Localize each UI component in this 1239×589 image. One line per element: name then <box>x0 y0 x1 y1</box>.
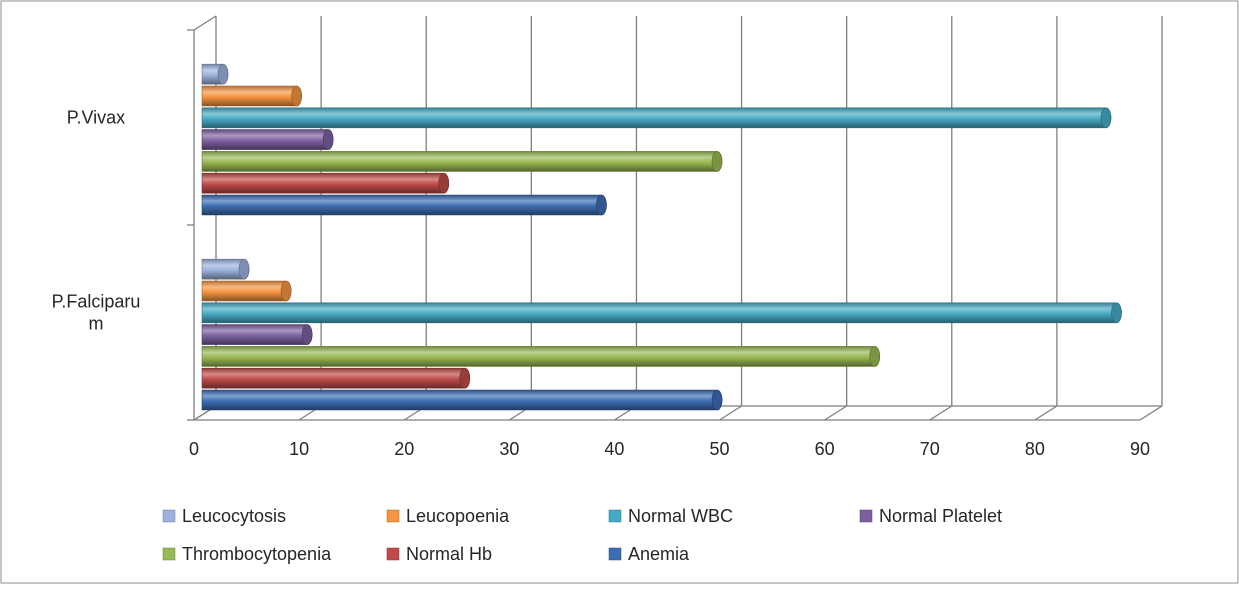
gridline-floor-connector <box>1034 405 1058 421</box>
x-tick-label: 60 <box>815 439 835 459</box>
legend-swatch <box>386 547 400 561</box>
legend-item-leucopoenia: Leucopoenia <box>386 506 510 526</box>
gridline-floor-connector <box>824 405 848 421</box>
y-axis-top-edge <box>193 15 217 31</box>
legend: Leucocytosis Leucopoenia Normal WBC Normal … <box>162 506 1002 564</box>
x-tick-label: 50 <box>710 439 730 459</box>
category-label: P.Falciparu <box>52 292 141 312</box>
x-tick-label: 10 <box>289 439 309 459</box>
bar-p-falciparum-normal-platelet <box>201 324 313 345</box>
legend-swatch <box>608 547 622 561</box>
legend-label: Anemia <box>628 544 690 564</box>
legend-item-normal-wbc: Normal WBC <box>608 506 733 526</box>
legend-swatch <box>608 509 622 523</box>
bar-p-vivax-normal-hb <box>201 172 450 194</box>
legend-label: Normal Hb <box>406 544 492 564</box>
x-tick-label: 40 <box>604 439 624 459</box>
legend-label: Leucocytosis <box>182 506 286 526</box>
legend-item-anemia: Anemia <box>608 544 690 564</box>
bar-p-falciparum-normal-wbc <box>201 302 1122 324</box>
legend-label: Normal WBC <box>628 506 733 526</box>
bar-p-vivax-leucocytosis <box>201 63 229 85</box>
bar-p-falciparum-anemia <box>201 389 723 411</box>
legend-label: Normal Platelet <box>879 506 1002 526</box>
x-tick-label: 80 <box>1025 439 1045 459</box>
category-label: m <box>89 314 104 334</box>
gridline-floor-connector <box>1139 405 1163 421</box>
gridline-floor-connector <box>719 405 742 421</box>
x-tick-labels: 0 10 20 30 40 50 60 70 80 90 <box>189 439 1150 459</box>
x-tick-label: 0 <box>189 439 199 459</box>
legend-label: Leucopoenia <box>406 506 510 526</box>
legend-item-normal-platelet: Normal Platelet <box>859 506 1002 526</box>
bar-p-falciparum-leucocytosis <box>201 258 250 280</box>
legend-item-thrombocytopenia: Thrombocytopenia <box>162 544 332 564</box>
bar-p-vivax-normal-wbc <box>201 107 1112 129</box>
legend-item-leucocytosis: Leucocytosis <box>162 506 286 526</box>
bar-p-falciparum-thrombocytopenia <box>201 346 881 367</box>
legend-swatch <box>859 509 873 523</box>
bar-p-vivax-anemia <box>201 194 607 216</box>
legend-swatch <box>162 547 176 561</box>
legend-swatch <box>162 509 176 523</box>
bar-p-vivax-leucopoenia <box>201 85 302 107</box>
gridline-floor-connector <box>929 405 953 421</box>
legend-item-normal-hb: Normal Hb <box>386 544 492 564</box>
bars <box>201 63 1122 411</box>
bar-p-vivax-thrombocytopenia <box>201 151 723 172</box>
axes <box>187 15 1140 421</box>
bar-p-falciparum-normal-hb <box>201 367 471 389</box>
x-tick-label: 30 <box>499 439 519 459</box>
x-tick-label: 20 <box>394 439 414 459</box>
bar-p-vivax-normal-platelet <box>201 129 334 150</box>
legend-label: Thrombocytopenia <box>182 544 332 564</box>
bar-p-falciparum-leucopoenia <box>201 280 292 302</box>
x-tick-label: 70 <box>920 439 940 459</box>
legend-swatch <box>386 509 400 523</box>
category-label: P.Vivax <box>67 108 125 128</box>
x-tick-label: 90 <box>1130 439 1150 459</box>
